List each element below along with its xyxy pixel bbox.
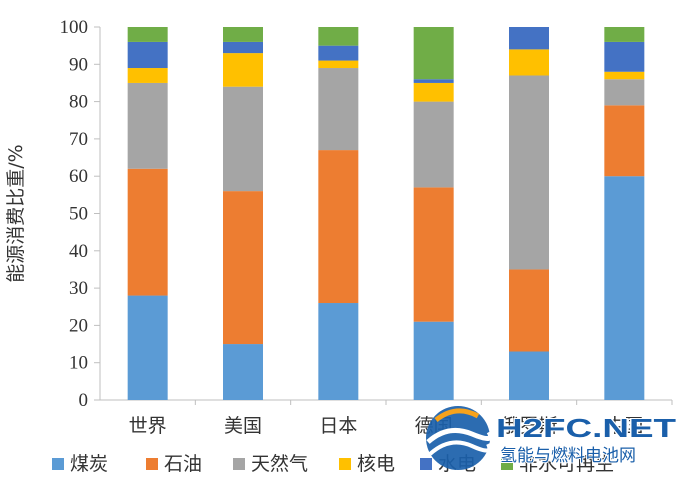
bar-segment-6-cat-1 xyxy=(127,27,168,42)
legend-label: 石油 xyxy=(164,453,202,475)
bar-segment-2-cat-5 xyxy=(509,269,549,352)
legend-label: 非水可再生 xyxy=(519,453,614,475)
bar-segment-2-cat-2 xyxy=(223,191,263,345)
bar-segment-3-cat-1 xyxy=(127,82,168,169)
y-tick-label: 40 xyxy=(69,241,88,262)
category-label: 中国 xyxy=(605,415,643,437)
bar-segment-2-cat-1 xyxy=(127,168,168,296)
watermark-tagline-text: 氢能与燃料电池网 xyxy=(500,446,636,466)
bar-segment-5-cat-6 xyxy=(604,41,645,72)
watermark-brand-text: H2FC.NET xyxy=(496,413,676,443)
y-tick-label: 0 xyxy=(79,390,89,411)
legend-label: 核电 xyxy=(357,453,395,475)
bar-segment-3-cat-5 xyxy=(509,75,549,270)
bar-segment-1-cat-1 xyxy=(127,295,168,400)
bar-segment-4-cat-5 xyxy=(509,49,549,76)
y-tick-label: 60 xyxy=(69,166,88,187)
bar-segment-3-cat-4 xyxy=(413,101,454,188)
bar-segment-3-cat-2 xyxy=(223,86,263,192)
bar-segment-1-cat-6 xyxy=(604,176,645,400)
y-tick-label: 10 xyxy=(69,353,88,374)
y-tick-label: 70 xyxy=(69,129,88,150)
bar-segment-5-cat-5 xyxy=(509,27,549,50)
y-tick-label: 30 xyxy=(69,278,88,299)
bar-segment-2-cat-3 xyxy=(318,150,359,304)
bar-segment-2-cat-6 xyxy=(604,105,645,177)
bar-segment-6-cat-3 xyxy=(318,27,359,46)
bar-segment-1-cat-4 xyxy=(413,321,454,400)
category-label: 日本 xyxy=(319,415,357,437)
bar-segment-1-cat-2 xyxy=(223,344,263,400)
watermark-logo-wave xyxy=(428,440,492,456)
bar-segment-1-cat-3 xyxy=(318,303,359,400)
bar-segment-5-cat-3 xyxy=(318,45,359,61)
y-tick-label: 80 xyxy=(69,92,88,113)
bar-segment-6-cat-6 xyxy=(604,27,645,42)
category-label: 俄罗斯 xyxy=(500,415,557,437)
bar-segment-1-cat-5 xyxy=(509,351,549,400)
bar-segment-5-cat-1 xyxy=(127,41,168,69)
legend-swatch xyxy=(233,458,245,470)
bar-segment-4-cat-1 xyxy=(127,68,168,83)
bar-segment-4-cat-3 xyxy=(318,60,359,69)
bar-segment-3-cat-6 xyxy=(604,79,645,106)
bar-segment-4-cat-2 xyxy=(223,53,263,87)
legend-swatch xyxy=(52,458,64,470)
y-tick-label: 100 xyxy=(60,17,89,38)
bar-segment-4-cat-4 xyxy=(413,82,454,102)
bar-segment-6-cat-2 xyxy=(223,27,263,42)
watermark-logo-wave xyxy=(426,427,494,444)
y-tick-label: 90 xyxy=(69,54,88,75)
bar-segment-3-cat-3 xyxy=(318,68,359,151)
legend-swatch xyxy=(146,458,158,470)
legend-swatch xyxy=(339,458,351,470)
y-axis-title: 能源消费比重/% xyxy=(5,144,27,282)
watermark-logo-wave xyxy=(434,408,480,423)
legend-swatch xyxy=(501,458,513,470)
legend-swatch xyxy=(420,458,432,470)
bar-segment-5-cat-2 xyxy=(223,41,263,54)
watermark-logo-disc xyxy=(426,406,490,470)
legend-label: 天然气 xyxy=(251,453,308,475)
bar-segment-6-cat-4 xyxy=(413,27,454,80)
bar-segment-5-cat-4 xyxy=(413,79,454,83)
bar-segment-4-cat-6 xyxy=(604,71,645,80)
category-label: 世界 xyxy=(129,415,167,437)
y-tick-label: 50 xyxy=(69,204,88,225)
y-tick-label: 20 xyxy=(69,315,88,336)
bar-segment-2-cat-4 xyxy=(413,187,454,322)
category-label: 美国 xyxy=(224,415,262,437)
legend-label: 煤炭 xyxy=(70,453,108,475)
